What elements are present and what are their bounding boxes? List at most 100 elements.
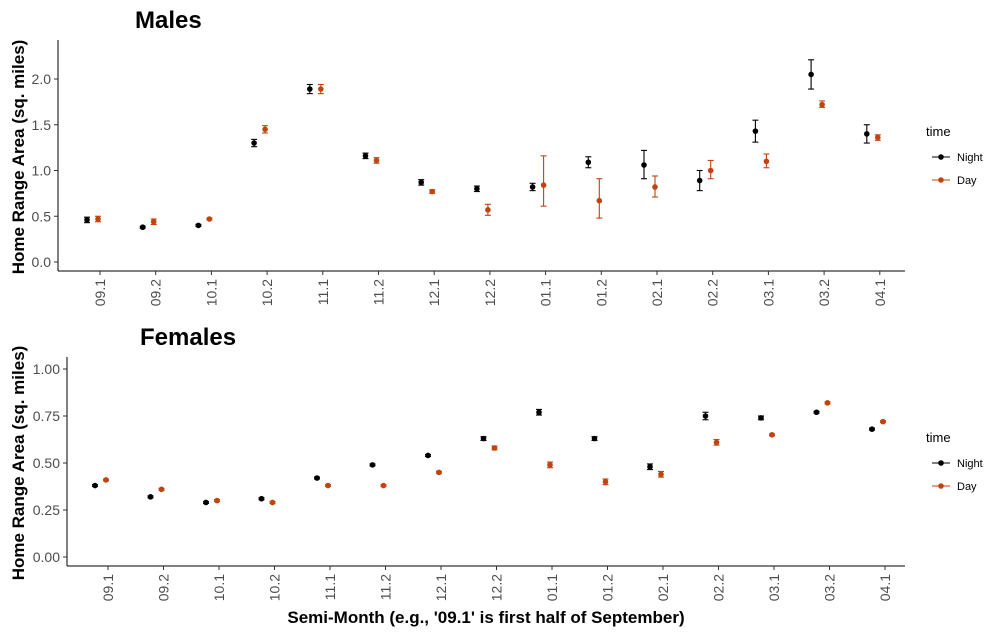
- females-day-point: [547, 462, 553, 468]
- males-night-point: [474, 186, 480, 192]
- males-ylabel: Home Range Area (sq. miles): [9, 40, 28, 275]
- males-day-point: [429, 188, 436, 195]
- females-y-ticks: 0.00 0.25 0.50 0.75 1.00: [33, 361, 67, 565]
- males-night-point: [418, 179, 425, 186]
- females-day-point: [214, 497, 220, 504]
- males-night-point: [752, 128, 759, 134]
- males-x-tick-label: 11.2: [371, 279, 387, 305]
- males-night-point: [139, 224, 146, 231]
- males-night-point: [195, 222, 202, 229]
- females-x-tick-label: 11.1: [322, 574, 338, 600]
- males-night-point: [696, 177, 703, 184]
- males-day-point: [596, 197, 603, 204]
- males-night-point: [362, 153, 369, 159]
- females-x-ticks: 09.1 09.2 10.1 10.2 11.1 11.2 12.1 12.2 01.1 01.2…: [100, 566, 893, 601]
- females-x-tick-label: 09.1: [100, 574, 116, 601]
- males-night-point: [251, 140, 257, 146]
- males-day-point: [707, 167, 714, 174]
- females-legend-day-key-point: [938, 483, 944, 489]
- females-y-tick-label: 0.00: [33, 549, 60, 565]
- females-night-point: [647, 463, 653, 470]
- males-y-ticks: 0.0 0.5 1.0 1.5 2.0: [32, 71, 58, 270]
- females-marks: [92, 400, 886, 506]
- females-x-tick-label: 03.1: [766, 574, 782, 601]
- males-night-point: [585, 159, 592, 166]
- females-day-point: [602, 479, 609, 485]
- females-legend-night-key-point: [938, 460, 944, 466]
- females-night-point: [813, 409, 820, 416]
- males-legend-title: time: [926, 124, 951, 139]
- females-night-point: [591, 435, 598, 442]
- males-night-point: [84, 217, 90, 223]
- females-day-point: [269, 499, 276, 506]
- males-x-tick-label: 10.2: [259, 279, 275, 306]
- females-x-tick-label: 02.2: [711, 574, 727, 601]
- females-x-tick-label: 01.2: [600, 574, 616, 601]
- males-legend-day-label: Day: [957, 175, 977, 187]
- males-day-point: [206, 216, 213, 222]
- males-x-tick-label: 11.1: [315, 279, 331, 305]
- males-panel: Males Home Range Area (sq. miles) 0.0 0.5…: [9, 7, 983, 306]
- males-x-tick-label: 03.1: [760, 279, 776, 306]
- males-day-point: [150, 218, 157, 225]
- males-night-point: [529, 184, 536, 190]
- females-legend-title: time: [926, 430, 951, 445]
- females-day-point: [436, 469, 442, 476]
- females-day-point: [769, 432, 775, 438]
- males-night-point: [864, 131, 870, 137]
- females-y-tick-label: 1.00: [33, 361, 60, 377]
- females-y-tick-label: 0.75: [33, 408, 60, 424]
- males-x-tick-label: 12.2: [482, 279, 498, 306]
- males-day-point: [318, 86, 324, 92]
- females-panel: Females Home Range Area (sq. miles) 0.00…: [9, 324, 983, 601]
- females-y-tick-label: 0.25: [33, 502, 60, 518]
- females-x-tick-label: 03.2: [822, 574, 838, 601]
- males-day-point: [875, 134, 881, 141]
- females-day-point: [158, 486, 165, 493]
- males-x-tick-label: 04.1: [872, 279, 888, 306]
- males-x-tick-label: 02.1: [649, 279, 665, 306]
- females-y-tick-label: 0.50: [33, 455, 60, 471]
- males-x-tick-label: 01.1: [538, 279, 554, 306]
- females-day-point: [103, 477, 109, 483]
- males-night-point: [641, 162, 647, 168]
- males-x-tick-label: 12.1: [426, 279, 442, 306]
- females-night-point: [702, 413, 709, 419]
- females-x-tick-label: 02.1: [655, 574, 671, 601]
- males-day-point: [485, 207, 491, 213]
- x-axis-title: Semi-Month (e.g., '09.1' is first half o…: [287, 608, 684, 627]
- males-x-tick-label: 09.2: [148, 279, 164, 306]
- males-y-tick-label: 1.5: [32, 117, 52, 133]
- males-y-tick-label: 2.0: [32, 71, 52, 87]
- females-night-point: [425, 452, 431, 459]
- females-night-point: [314, 475, 320, 481]
- males-day-point: [763, 158, 770, 165]
- females-day-point: [880, 418, 886, 425]
- females-x-tick-label: 12.1: [433, 574, 449, 601]
- males-title: Males: [135, 7, 202, 34]
- males-day-point: [819, 101, 825, 108]
- females-day-point: [658, 471, 664, 478]
- females-night-point: [369, 462, 376, 468]
- females-night-point: [203, 499, 209, 506]
- males-x-tick-label: 02.2: [705, 279, 721, 306]
- females-x-tick-label: 04.1: [877, 574, 893, 601]
- females-x-tick-label: 10.2: [267, 574, 283, 601]
- females-ylabel: Home Range Area (sq. miles): [9, 346, 28, 581]
- females-day-point: [824, 400, 831, 406]
- males-y-tick-label: 1.0: [32, 163, 52, 179]
- females-legend-night-label: Night: [957, 458, 983, 470]
- males-legend-night-label: Night: [957, 152, 983, 164]
- females-legend: time Night Day: [926, 430, 983, 493]
- males-day-point: [652, 184, 658, 190]
- females-x-tick-label: 09.2: [156, 574, 172, 601]
- males-day-point: [95, 216, 101, 222]
- males-night-point: [808, 71, 814, 78]
- females-day-point: [325, 482, 331, 489]
- females-day-point: [491, 445, 498, 451]
- males-legend-day-key-point: [938, 177, 944, 183]
- males-day-point: [373, 157, 380, 164]
- males-y-tick-label: 0.0: [32, 254, 52, 270]
